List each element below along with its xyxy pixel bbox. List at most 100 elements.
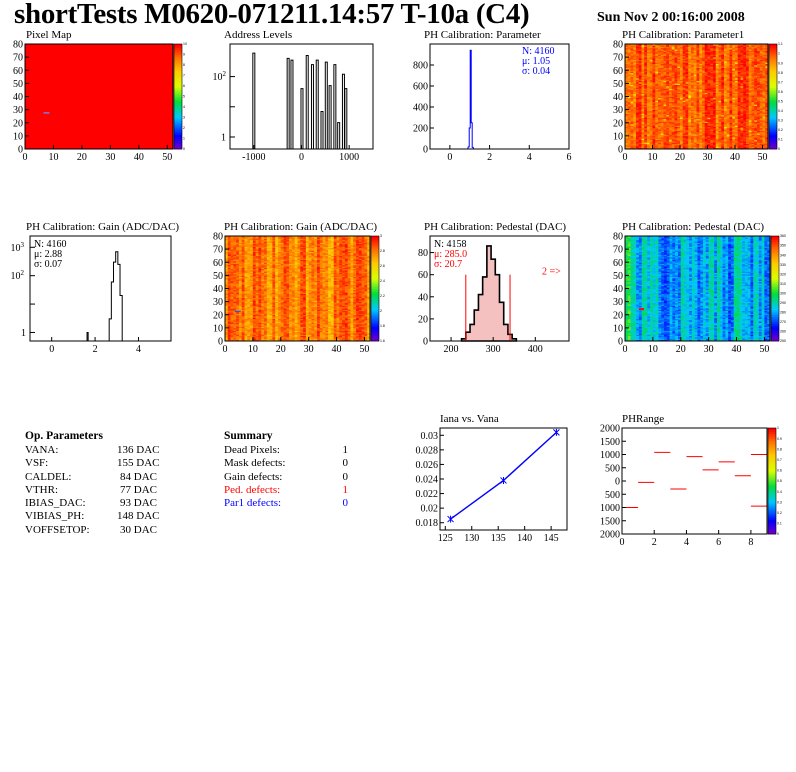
colorbar-segment [769, 54, 777, 57]
colorbar-segment [771, 285, 779, 288]
colorbar-label: 0.6 [778, 90, 783, 94]
stat-label: N: 4160 [34, 239, 67, 250]
x-tick-label: 300 [486, 344, 501, 355]
colorbar-label: 1 [183, 137, 185, 141]
op-param-row: VANA: 136 DAC [25, 444, 175, 457]
y-tick-label: 60 [613, 66, 623, 77]
y-tick-label: 50 [213, 271, 223, 282]
colorbar-segment [371, 288, 379, 291]
colorbar-segment [371, 253, 379, 256]
colorbar-segment [771, 279, 779, 282]
y-tick-label: 1000 [600, 503, 620, 514]
colorbar [768, 43, 778, 150]
colorbar-segment [769, 131, 777, 134]
colorbar-label: 320 [780, 272, 786, 276]
colorbar-segment [771, 299, 779, 302]
colorbar-segment [174, 133, 182, 136]
colorbar-segment [771, 306, 779, 309]
colorbar-label: 340 [780, 253, 786, 257]
hot-pixel [638, 308, 644, 311]
colorbar-segment [768, 493, 776, 496]
colorbar-segment [771, 320, 779, 323]
x-tick-label: 4 [527, 152, 532, 163]
colorbar-segment [768, 507, 776, 510]
colorbar-segment [769, 65, 777, 68]
colorbar-segment [769, 136, 777, 139]
colorbar-segment [768, 495, 776, 498]
summary-row: Dead Pixels: 1 [224, 444, 364, 457]
address-levels-panel: Address Levels -1000 0 1000 1 102 [200, 28, 396, 163]
stat-label: N: 4158 [434, 239, 467, 250]
colorbar-segment [371, 297, 379, 300]
colorbar-segment [371, 260, 379, 263]
y-tick-label: 1000 [600, 450, 620, 461]
colorbar-label: 360 [780, 234, 786, 238]
colorbar-segment [371, 251, 379, 254]
colorbar-segment [768, 511, 776, 514]
y-tick-label: 20 [613, 118, 623, 129]
colorbar-label: 3 [380, 234, 382, 238]
colorbar-segment [174, 45, 182, 48]
y-tick-label: 40 [213, 284, 223, 295]
colorbar-segment [174, 126, 182, 129]
low-gain-pixel [234, 310, 241, 313]
colorbar-segment [769, 61, 777, 64]
colorbar-label: 0.4 [777, 490, 782, 494]
colorbar-label: 0 [183, 147, 185, 151]
level-peak [300, 88, 304, 149]
y-tick-label: 500 [605, 463, 620, 474]
colorbar-segment [174, 119, 182, 122]
colorbar-segment [371, 237, 379, 240]
x-tick-label: 50 [359, 344, 369, 355]
histogram-area [460, 245, 518, 342]
colorbar-segment [174, 87, 182, 90]
colorbar-segment [371, 327, 379, 330]
x-tick-label: 4 [136, 344, 141, 355]
colorbar-label: 1 [778, 52, 780, 56]
colorbar-segment [769, 147, 777, 150]
colorbar-segment [771, 251, 779, 254]
colorbar-segment [768, 472, 776, 475]
colorbar-segment [768, 436, 776, 439]
y-tick-label: 800 [413, 61, 428, 72]
op-parameters-title: Op. Parameters [25, 430, 103, 442]
colorbar-segment [174, 129, 182, 132]
colorbar-segment [371, 321, 379, 324]
level-peak [305, 54, 309, 149]
colorbar-segment [769, 47, 777, 50]
colorbar-segment [174, 128, 182, 131]
colorbar-segment [768, 459, 776, 462]
colorbar-segment [769, 140, 777, 143]
colorbar-segment [371, 295, 379, 298]
data-point [500, 476, 507, 484]
colorbar-segment [768, 468, 776, 471]
x-tick-label: 4 [684, 537, 689, 548]
x-tick-label: 0 [23, 152, 28, 163]
colorbar-segment [768, 523, 776, 526]
colorbar-segment [769, 66, 777, 69]
colorbar-segment [371, 258, 379, 261]
colorbar-segment [768, 458, 776, 461]
colorbar-segment [371, 271, 379, 274]
y-tick-label: 70 [613, 53, 623, 64]
colorbar-segment [174, 80, 182, 83]
colorbar-segment [371, 243, 379, 246]
y-tick-label: 102 [213, 70, 227, 83]
colorbar-segment [371, 309, 379, 312]
colorbar-segment [769, 52, 777, 55]
x-tick-label: 50 [758, 152, 768, 163]
colorbar-segment [371, 339, 379, 342]
y-tick-label: 1 [221, 132, 226, 143]
colorbar-label: 0 [778, 147, 780, 151]
chart-svg: PH Calibration: Pedestal (DAC)0 10 20 30 40 5… [613, 221, 786, 355]
colorbar-segment [768, 433, 776, 436]
colorbar-segment [771, 297, 779, 300]
colorbar-segment [174, 131, 182, 134]
colorbar-segment [769, 145, 777, 148]
colorbar-segment [371, 290, 379, 293]
x-tick-label: 6 [567, 152, 572, 163]
op-param-row-label: VTHR: [25, 483, 58, 496]
x-tick-label: 0 [223, 344, 228, 355]
colorbar-segment [174, 140, 182, 143]
colorbar-segment [769, 98, 777, 101]
